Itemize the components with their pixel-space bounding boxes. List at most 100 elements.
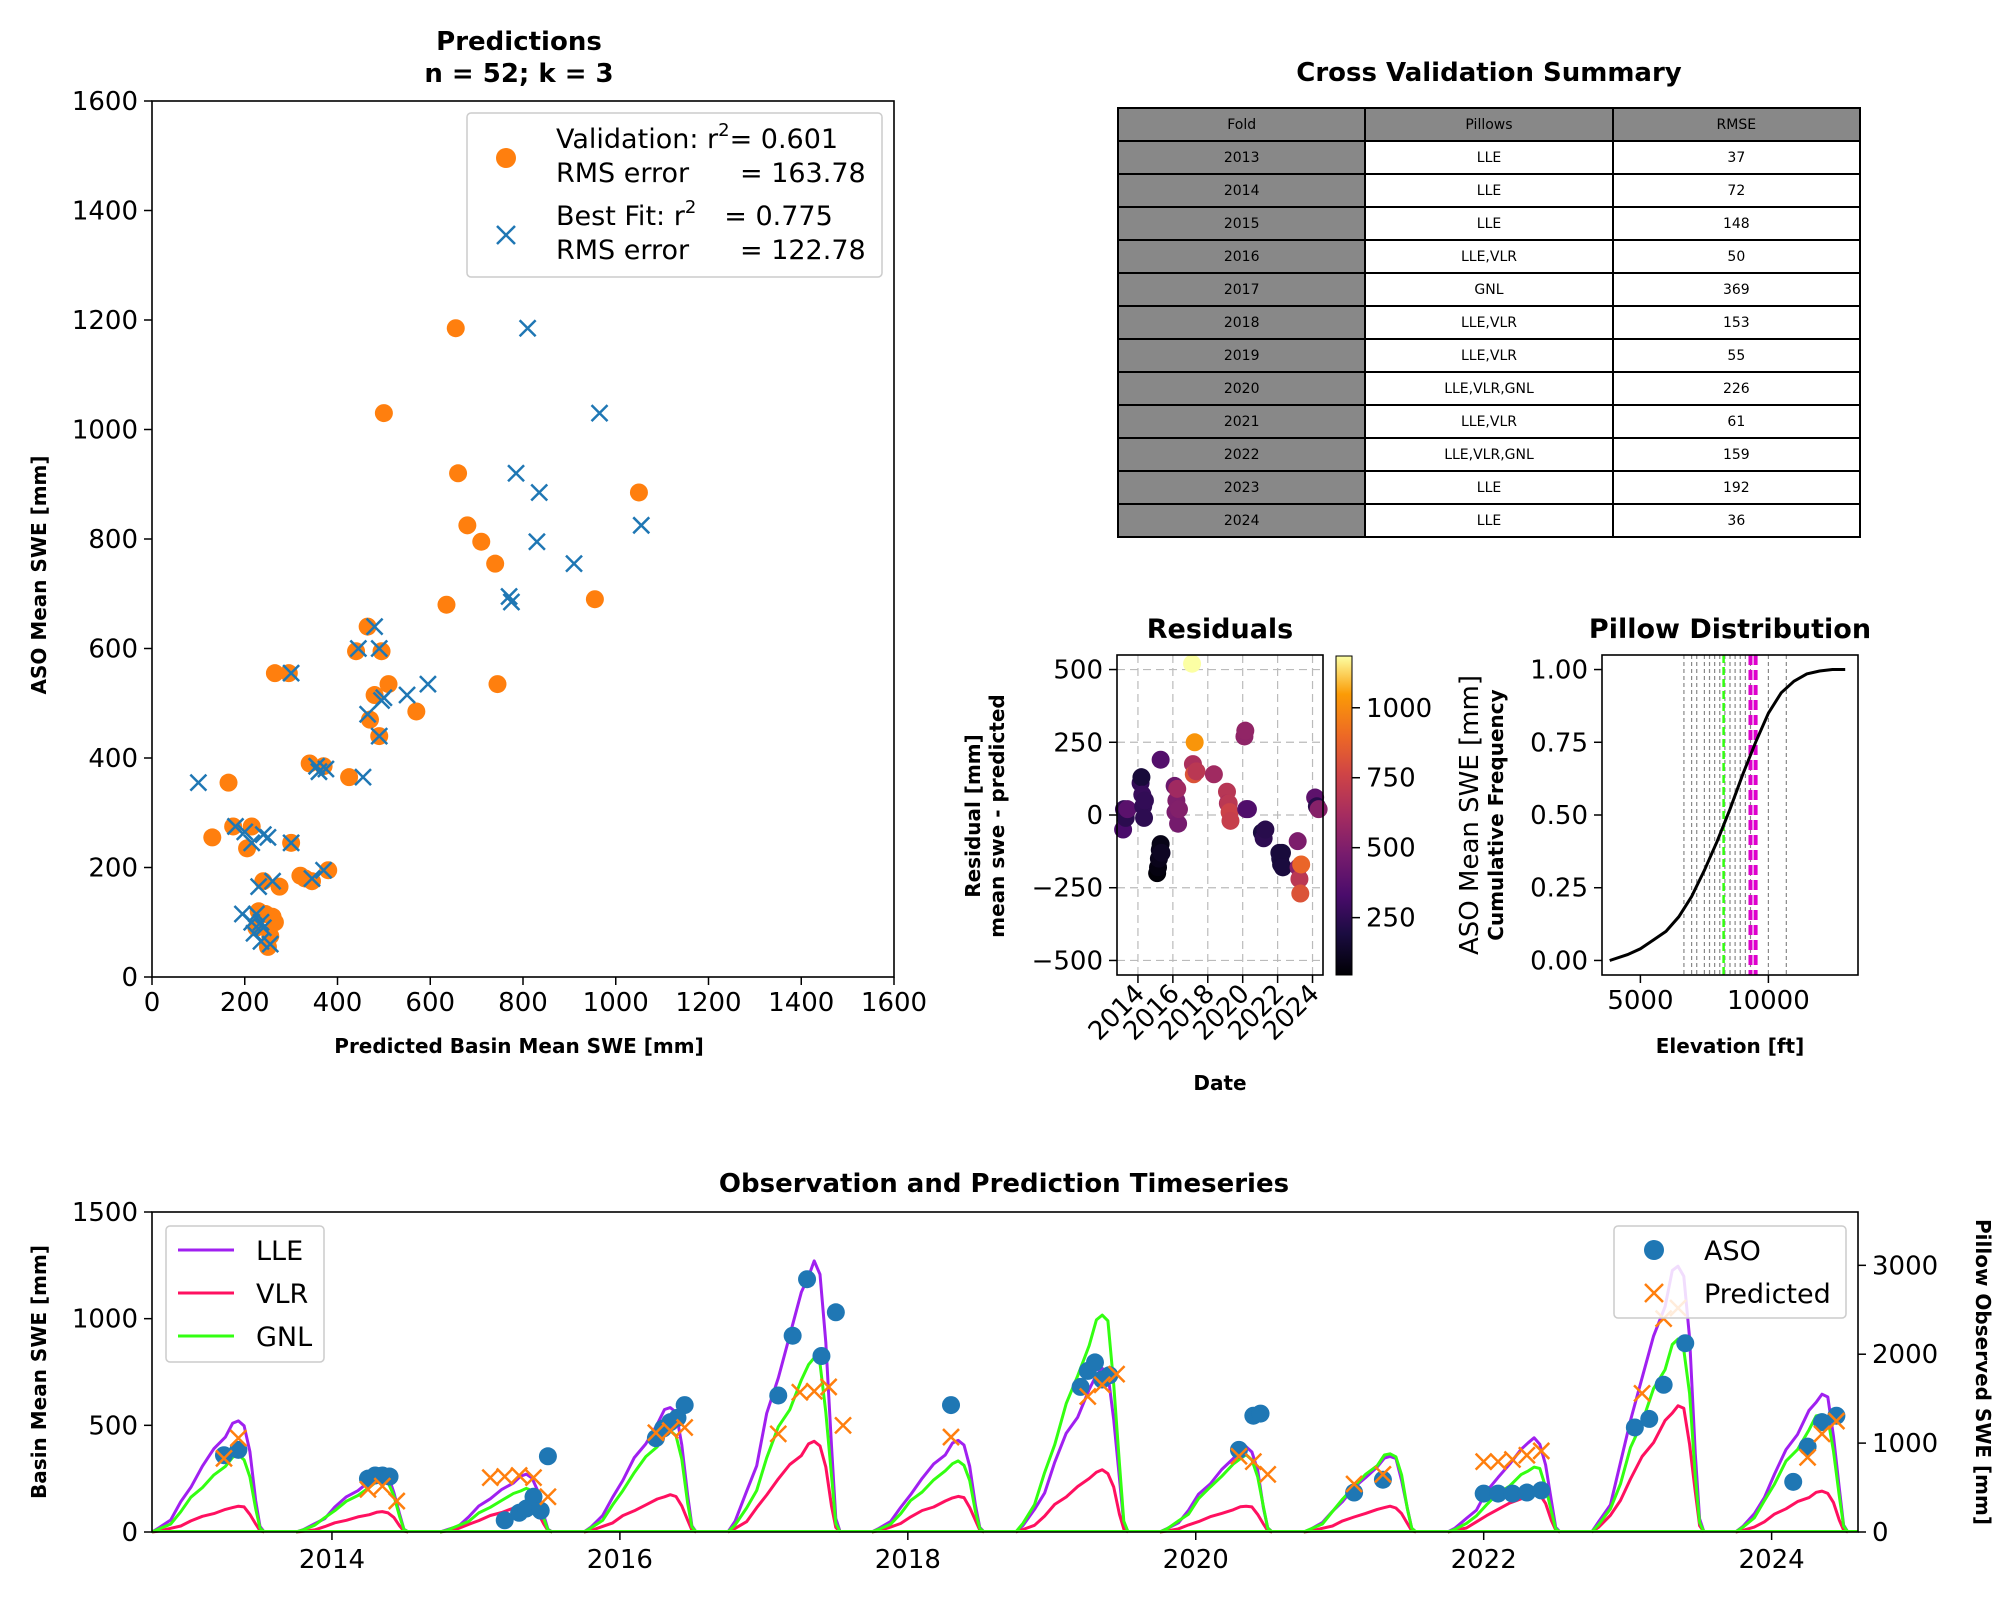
timeseries-ytick-label: 1500 [72,1198,138,1228]
cv-table-cell: LLE,VLR,GNL [1364,371,1614,406]
timeseries-xtick-label: 2024 [1739,1545,1805,1575]
aso-point [942,1396,961,1415]
pillow-line-vlr [583,1493,697,1534]
predicted-point [1517,1446,1536,1465]
predictions-ytick-label: 1600 [72,87,138,117]
timeseries-xtick-label: 2014 [299,1545,365,1575]
residual-point [1169,800,1188,819]
aso-point [783,1326,802,1345]
pillow-line-gnl [1734,1413,1850,1534]
cv-table-row: 2022 LLE,VLR,GNL 159 [1116,437,1862,472]
bestfit-point [518,319,537,338]
bestfit-point [365,617,384,636]
residuals-panel: Residuals Date Residual [mm] mean swe - … [961,614,1432,1095]
predicted-point [1474,1452,1493,1471]
cv-table-cell: 72 [1611,173,1862,208]
predicted-point [359,1480,377,1499]
cv-table-row: 2020 LLE,VLR,GNL 226 [1116,371,1862,406]
predicted-point [1093,1375,1112,1394]
predicted-point [524,1468,543,1487]
cv-table-row: 2013 LLE 37 [1116,140,1862,175]
aso-point [1373,1470,1392,1489]
timeseries-ytick-label: 500 [88,1411,138,1441]
predicted-point [387,1492,406,1510]
aso-point [1640,1409,1659,1428]
bestfit-point [254,825,273,844]
cv-table-cell: LLE [1364,206,1614,241]
predicted-point [1532,1442,1551,1460]
pillow-line-vlr [871,1494,985,1534]
pillow-distribution-ytick-label: 0.25 [1530,874,1588,904]
residual-point [1135,791,1154,810]
residual-point [1185,733,1204,752]
cv-table-cell: 2023 [1116,470,1367,505]
cv-table-cell: 159 [1611,437,1862,472]
validation-point [458,516,477,535]
bestfit-point [349,639,368,658]
residuals-ylabel-line2: mean swe - predicted [985,694,1009,938]
validation-point [437,595,456,614]
pillow-line-vlr [295,1510,409,1534]
aso-point [769,1386,788,1405]
cv-table-cell: 2022 [1116,437,1367,472]
residual-point [1132,768,1151,787]
cv-table-row: 2023 LLE 192 [1116,470,1862,505]
cv-table-cell: 2015 [1116,206,1367,241]
pillow-distribution-xlabel: Elevation [ft] [1656,1034,1805,1058]
residuals-ytick-label: 0 [1086,801,1103,831]
bestfit-point [235,823,254,841]
cv-table-cell: 2019 [1116,338,1367,373]
residual-point [1292,855,1311,874]
legend-bestfit-rms-value: = 122.78 [740,235,866,266]
cv-table-cell: LLE,VLR [1364,239,1614,274]
cv-table-cell: 369 [1611,272,1862,307]
aso-point [1784,1472,1803,1491]
pillow-line-gnl [871,1459,986,1534]
pillow-distribution-ytick-label: 0.75 [1530,728,1588,758]
legend-bestfit-rms-label: RMS error [556,235,690,266]
predictions-xtick-label: 1000 [583,988,649,1018]
predicted-point [1244,1452,1263,1471]
aso-point [524,1487,543,1506]
bestfit-point [354,768,372,787]
pillow-line-vlr [1590,1404,1706,1534]
validation-point [319,861,338,880]
predictions-ytick-label: 1000 [72,416,138,446]
predictions-panel: Predictions n = 52; k = 3 Predicted Basi… [27,27,927,1058]
aso-point [1813,1413,1832,1432]
predicted-point [675,1418,694,1437]
residual-point [1236,721,1255,740]
bestfit-point [419,675,437,693]
validation-point [219,773,238,792]
timeseries-ytick-label: 0 [121,1518,138,1548]
cv-table-cell: GNL [1364,272,1614,307]
predicted-point [805,1382,824,1401]
residuals-title: Residuals [1147,614,1294,645]
timeseries-ylabel-right: Pillow Observed SWE [mm] [1971,1219,1995,1525]
predicted-point [510,1466,528,1485]
predicted-point [1258,1465,1277,1484]
timeseries-legend-right: ASO Predicted [1613,1225,1847,1319]
predicted-point [1827,1412,1846,1430]
residuals-colorbar [1335,655,1353,976]
predicted-point [229,1429,248,1448]
residual-point [1288,832,1307,851]
aso-point [214,1446,233,1465]
bestfit-point [530,483,549,502]
predictions-axes-frame [151,100,895,978]
residuals-ylabel-line1: Residual [mm] [961,734,985,898]
residual-point [1204,765,1223,784]
timeseries-ytick-right-label: 1000 [1872,1429,1938,1459]
residual-point [1256,820,1275,839]
aso-point [495,1511,514,1530]
bestfit-point [370,639,389,658]
cv-header-row: Fold Pillows RMSE [1116,107,1862,142]
pillow-line-gnl [1303,1452,1418,1534]
cv-summary-title: Cross Validation Summary [1296,58,1682,88]
legend-gnl-label: GNL [256,1322,312,1353]
predicted-point [373,1477,392,1496]
legend-validation-rms-label: RMS error [556,158,690,189]
aso-point [1474,1484,1493,1503]
timeseries-ylabel: Basin Mean SWE [mm] [27,1245,51,1499]
cv-table-cell: LLE,VLR [1364,338,1614,373]
